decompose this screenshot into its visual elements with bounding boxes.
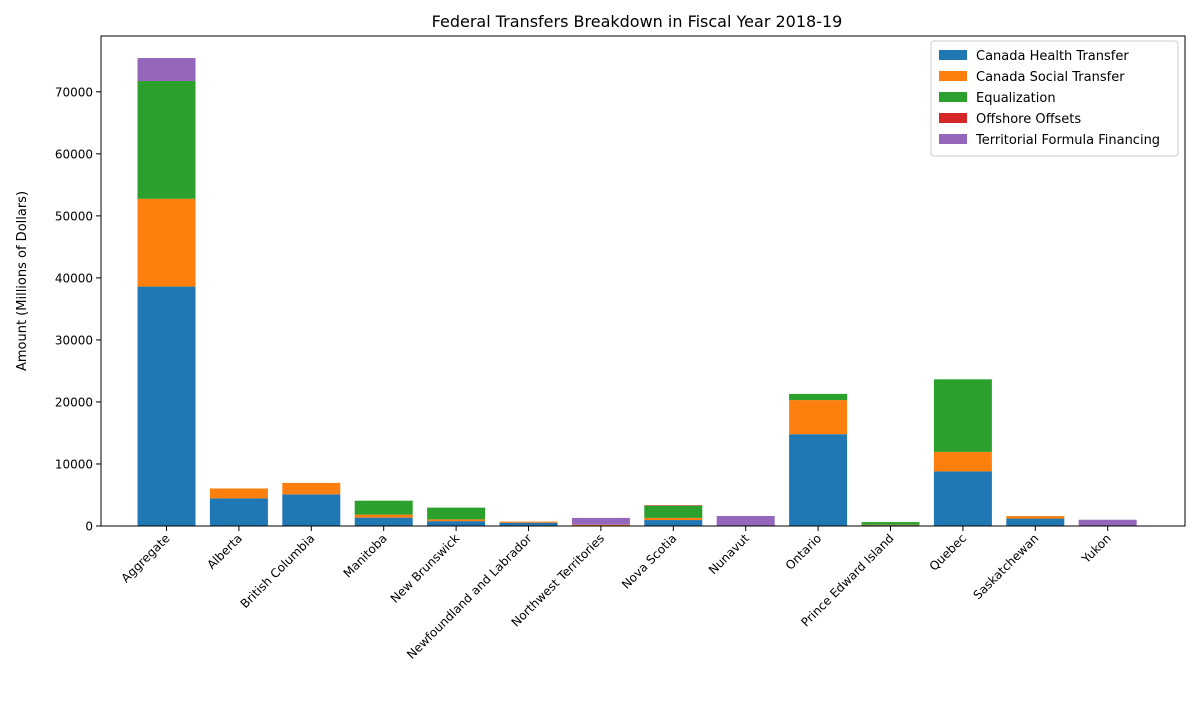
y-tick-label: 30000 [55, 333, 93, 347]
y-axis-label: Amount (Millions of Dollars) [15, 191, 30, 371]
x-tick-label-newfoundland-and-labrador: Newfoundland and Labrador [404, 531, 535, 662]
x-tick-label-new-brunswick: New Brunswick [388, 531, 463, 606]
y-tick-label: 20000 [55, 395, 93, 409]
bar-ontario-canada-health-transfer [789, 434, 848, 526]
bar-new-brunswick-canada-social-transfer [427, 519, 486, 522]
plot-frame [100, 35, 1186, 527]
legend-label-territorial-formula-financing: Territorial Formula Financing [975, 133, 1160, 148]
x-tick-label-manitoba: Manitoba [341, 531, 390, 580]
bar-nova-scotia-canada-health-transfer [644, 520, 703, 526]
bar-manitoba-canada-health-transfer [354, 517, 413, 526]
bar-newfoundland-and-labrador-canada-social-transfer [499, 521, 558, 523]
bar-new-brunswick-canada-health-transfer [427, 521, 486, 526]
legend-label-offshore-offsets: Offshore Offsets [976, 112, 1081, 127]
bar-quebec-canada-health-transfer [933, 471, 992, 526]
bar-quebec-canada-social-transfer [933, 451, 992, 472]
y-tick-label: 0 [85, 520, 93, 534]
y-tick-label: 60000 [55, 147, 93, 161]
y-axis: 0 10000 20000 30000 40000 50000 60000 70000 [55, 85, 101, 534]
bar-saskatchewan-canada-social-transfer [1006, 516, 1065, 519]
y-tick-label: 40000 [55, 271, 93, 285]
bar-quebec-equalization [933, 379, 992, 452]
bar-northwest-territories-territorial-formula-financing [571, 517, 630, 525]
legend: Canada Health Transfer Canada Social Tran… [930, 40, 1179, 157]
y-tick-label: 10000 [55, 457, 93, 471]
x-tick-label-nunavut: Nunavut [706, 531, 752, 577]
bar-nova-scotia-equalization [644, 505, 703, 518]
legend-swatch-canada-health-transfer [939, 50, 967, 60]
x-tick-label-british-columbia: British Columbia [238, 531, 318, 611]
y-tick-label: 50000 [55, 209, 93, 223]
x-tick-label-quebec: Quebec [927, 531, 969, 573]
x-tick-label-alberta: Alberta [204, 531, 245, 572]
legend-swatch-territorial-formula-financing [939, 134, 967, 144]
bar-manitoba-canada-social-transfer [354, 514, 413, 518]
bar-british-columbia-canada-social-transfer [282, 482, 341, 495]
legend-swatch-equalization [939, 92, 967, 102]
bar-manitoba-equalization [354, 500, 413, 515]
bar-nunavut-territorial-formula-financing [716, 516, 775, 526]
bar-british-columbia-canada-health-transfer [282, 494, 341, 526]
bar-ontario-equalization [789, 393, 848, 401]
x-tick-label-yukon: Yukon [1078, 531, 1113, 566]
bar-alberta-canada-social-transfer [209, 488, 268, 499]
bar-aggregate-equalization [137, 80, 196, 199]
bar-prince-edward-island-canada-social-transfer [861, 524, 920, 526]
legend-swatch-canada-social-transfer [939, 71, 967, 81]
bar-prince-edward-island-equalization [861, 522, 920, 525]
bar-aggregate-canada-health-transfer [137, 286, 196, 526]
bar-aggregate-territorial-formula-financing [137, 58, 196, 81]
bars-layer [137, 58, 1137, 527]
bar-ontario-canada-social-transfer [789, 400, 848, 435]
bar-yukon-territorial-formula-financing [1078, 519, 1137, 526]
x-tick-label-aggregate: Aggregate [118, 531, 172, 585]
bar-alberta-canada-health-transfer [209, 498, 268, 526]
bar-newfoundland-and-labrador-canada-health-transfer [499, 522, 558, 526]
x-tick-label-nova-scotia: Nova Scotia [619, 531, 679, 591]
bar-aggregate-canada-social-transfer [137, 198, 196, 287]
bar-nova-scotia-canada-social-transfer [644, 517, 703, 521]
bar-nova-scotia-offshore-offsets [644, 505, 703, 506]
y-tick-label: 70000 [55, 85, 93, 99]
bar-new-brunswick-equalization [427, 507, 486, 520]
legend-swatch-offshore-offsets [939, 113, 967, 123]
x-tick-label-saskatchewan: Saskatchewan [970, 531, 1041, 602]
bar-saskatchewan-canada-health-transfer [1006, 518, 1065, 526]
bar-northwest-territories-canada-social-transfer [571, 524, 630, 526]
legend-box [930, 40, 1179, 157]
x-tick-label-ontario: Ontario [783, 531, 825, 573]
chart-title: Federal Transfers Breakdown in Fiscal Ye… [432, 12, 843, 31]
legend-label-canada-health-transfer: Canada Health Transfer [976, 49, 1129, 64]
legend-label-canada-social-transfer: Canada Social Transfer [976, 70, 1125, 85]
legend-label-equalization: Equalization [976, 91, 1056, 106]
